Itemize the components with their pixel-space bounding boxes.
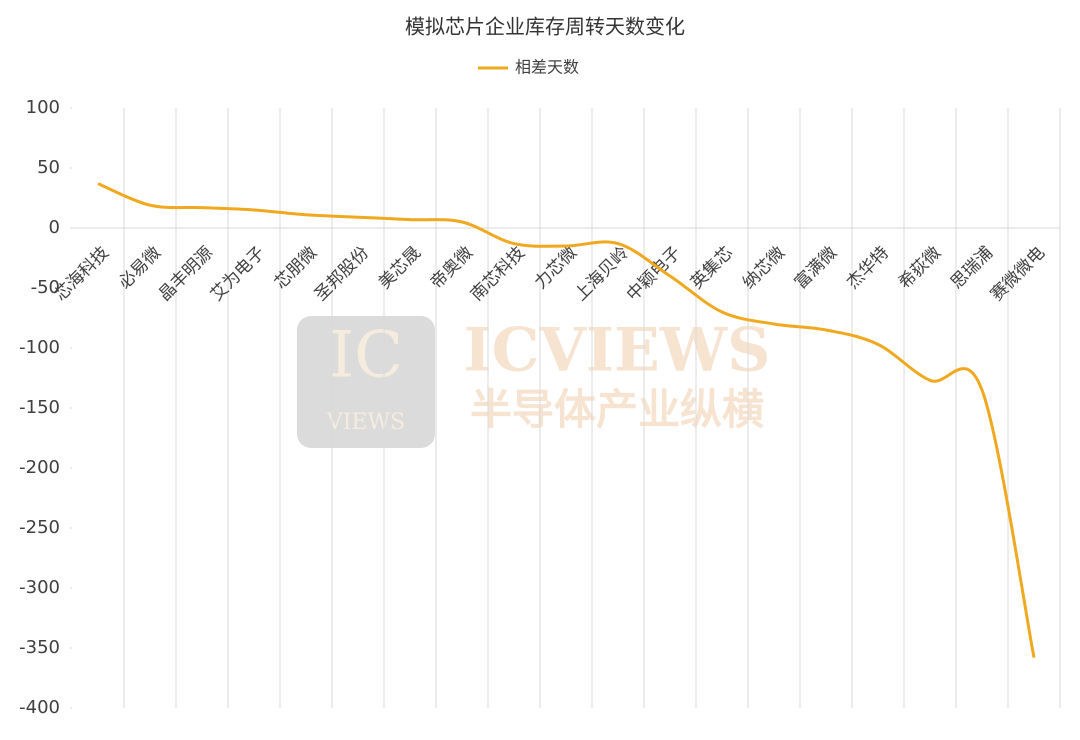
watermark-logo-text: IC bbox=[329, 319, 403, 393]
x-tick-label: 英集芯 bbox=[687, 243, 737, 293]
x-tick-label: 纳芯微 bbox=[739, 243, 789, 293]
y-tick-label: -100 bbox=[19, 337, 60, 358]
y-tick-label: 50 bbox=[37, 157, 60, 178]
watermark-tagline: 半导体产业纵横 bbox=[470, 385, 764, 434]
x-tick-label: 晶丰明源 bbox=[155, 243, 217, 305]
x-tick-label: 力芯微 bbox=[531, 243, 581, 293]
x-tick-label: 赛微微电 bbox=[986, 242, 1049, 305]
y-tick-label: -250 bbox=[19, 517, 60, 538]
watermark: IC VIEWS ICVIEWS 半导体产业纵横 bbox=[297, 316, 771, 448]
legend-label: 相差天数 bbox=[515, 58, 579, 77]
x-tick-label: 思瑞浦 bbox=[947, 243, 997, 293]
watermark-brand: ICVIEWS bbox=[464, 316, 771, 386]
x-tick-label: 富满微 bbox=[791, 243, 841, 293]
x-tick-label: 美芯晟 bbox=[375, 243, 425, 293]
x-tick-label: 必易微 bbox=[115, 243, 165, 293]
chart-title: 模拟芯片企业库存周转天数变化 bbox=[405, 15, 685, 39]
y-tick-label: 0 bbox=[49, 217, 60, 238]
x-tick-label: 帝奥微 bbox=[427, 243, 477, 293]
x-tick-label: 中颖电子 bbox=[623, 243, 685, 305]
x-tick-label: 上海贝岭 bbox=[571, 243, 633, 305]
line bbox=[97, 182, 1036, 658]
y-tick-label: -350 bbox=[19, 637, 60, 658]
x-tick-label: 艾为电子 bbox=[207, 243, 269, 305]
x-tick-label: 圣邦股份 bbox=[311, 243, 373, 305]
y-tick-label: -150 bbox=[19, 397, 60, 418]
x-tick-label: 芯海科技 bbox=[51, 243, 113, 305]
y-tick-label: -300 bbox=[19, 577, 60, 598]
y-tick-label: -50 bbox=[31, 277, 60, 298]
y-tick-label: -400 bbox=[19, 697, 60, 718]
x-tick-label: 希荻微 bbox=[895, 243, 945, 293]
y-tick-label: -200 bbox=[19, 457, 60, 478]
x-tick-label: 南芯科技 bbox=[467, 243, 529, 305]
watermark-logo-sub: VIEWS bbox=[326, 410, 405, 435]
x-tick-label: 杰华特 bbox=[843, 243, 893, 293]
y-tick-label: 100 bbox=[26, 97, 60, 118]
x-tick-label: 芯朋微 bbox=[271, 243, 321, 293]
